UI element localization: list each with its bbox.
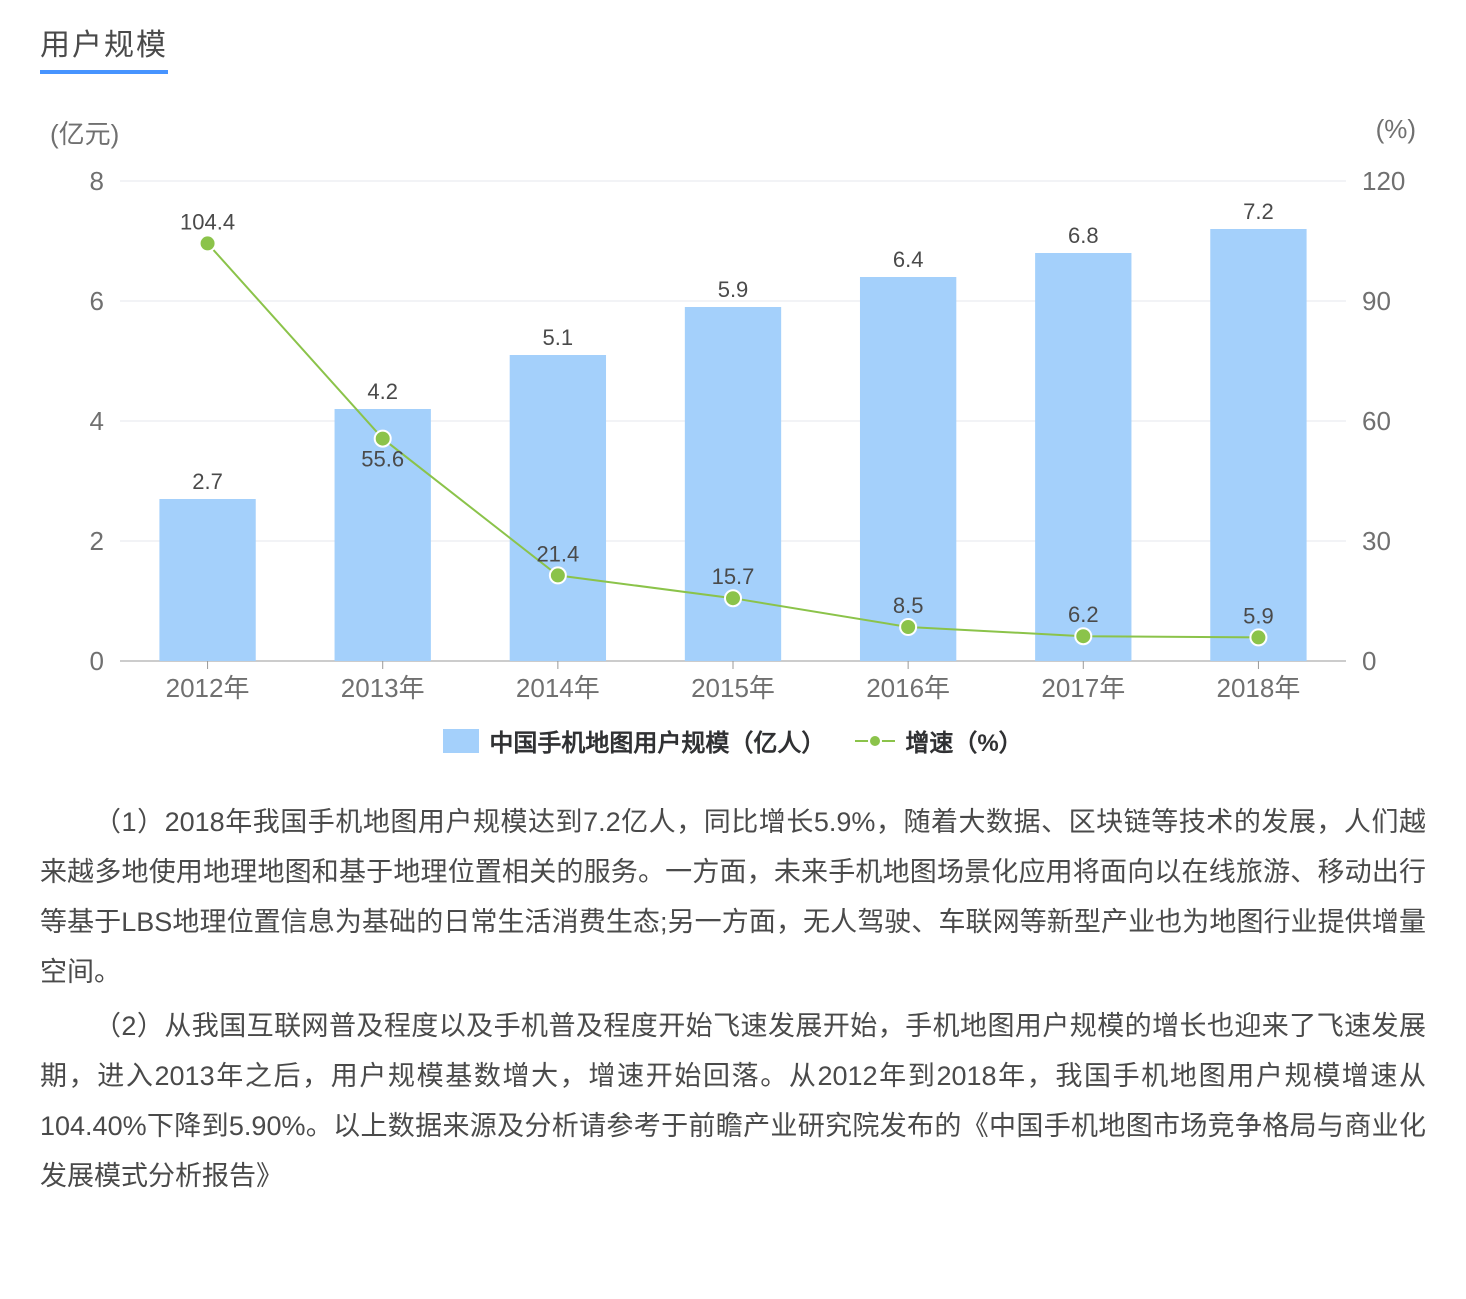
svg-text:7.2: 7.2 xyxy=(1243,199,1274,224)
svg-text:0: 0 xyxy=(90,646,104,676)
svg-text:15.7: 15.7 xyxy=(712,564,755,589)
svg-text:2017年: 2017年 xyxy=(1041,673,1125,703)
svg-text:55.6: 55.6 xyxy=(361,447,404,472)
svg-text:8.5: 8.5 xyxy=(893,593,924,618)
svg-text:5.1: 5.1 xyxy=(543,325,574,350)
chart-container: 0 2 4 6 8 0 30 60 90 120 2.7 4.2 5.1 5.9 6.4 6.8 7.2 2012… xyxy=(40,151,1426,711)
svg-text:30: 30 xyxy=(1362,526,1391,556)
svg-text:120: 120 xyxy=(1362,166,1405,196)
svg-text:2012年: 2012年 xyxy=(166,673,250,703)
svg-text:5.9: 5.9 xyxy=(718,277,749,302)
svg-text:60: 60 xyxy=(1362,406,1391,436)
svg-text:6.4: 6.4 xyxy=(893,247,924,272)
legend-swatch-bar xyxy=(443,729,479,753)
svg-text:5.9: 5.9 xyxy=(1243,603,1274,628)
page-title: 用户规模 xyxy=(40,20,168,74)
legend-line-marker xyxy=(868,734,882,748)
svg-text:2018年: 2018年 xyxy=(1217,673,1301,703)
legend-swatch-line xyxy=(855,731,895,751)
svg-text:2.7: 2.7 xyxy=(192,469,223,494)
svg-text:6: 6 xyxy=(90,286,104,316)
svg-text:4: 4 xyxy=(90,406,104,436)
right-axis-unit: (%) xyxy=(1376,114,1416,151)
left-axis-unit: (亿元) xyxy=(50,114,119,151)
svg-text:2: 2 xyxy=(90,526,104,556)
svg-text:0: 0 xyxy=(1362,646,1376,676)
axis-unit-labels: (亿元) (%) xyxy=(40,84,1426,151)
svg-text:8: 8 xyxy=(90,166,104,196)
legend-line-label: 增速（%） xyxy=(905,723,1022,758)
svg-text:90: 90 xyxy=(1362,286,1391,316)
body-text: （1）2018年我国手机地图用户规模达到7.2亿人，同比增长5.9%，随着大数据… xyxy=(40,788,1426,1216)
svg-text:2015年: 2015年 xyxy=(691,673,775,703)
chart-svg: 0 2 4 6 8 0 30 60 90 120 2.7 4.2 5.1 5.9 6.4 6.8 7.2 2012… xyxy=(40,151,1426,711)
svg-text:2013年: 2013年 xyxy=(341,673,425,703)
svg-text:6.8: 6.8 xyxy=(1068,223,1099,248)
chart-legend: 中国手机地图用户规模（亿人） 增速（%） xyxy=(40,711,1426,788)
legend-bar-label: 中国手机地图用户规模（亿人） xyxy=(489,723,825,758)
legend-item-bar: 中国手机地图用户规模（亿人） xyxy=(443,723,825,758)
svg-text:6.2: 6.2 xyxy=(1068,602,1099,627)
legend-item-line: 增速（%） xyxy=(855,723,1022,758)
svg-text:21.4: 21.4 xyxy=(536,541,579,566)
paragraph-1: （1）2018年我国手机地图用户规模达到7.2亿人，同比增长5.9%，随着大数据… xyxy=(40,798,1426,998)
svg-text:2016年: 2016年 xyxy=(866,673,950,703)
svg-text:4.2: 4.2 xyxy=(367,379,398,404)
svg-text:104.4: 104.4 xyxy=(180,209,235,234)
title-section: 用户规模 xyxy=(40,0,1426,84)
svg-text:2014年: 2014年 xyxy=(516,673,600,703)
paragraph-2: （2）从我国互联网普及程度以及手机普及程度开始飞速发展开始，手机地图用户规模的增… xyxy=(40,1002,1426,1202)
